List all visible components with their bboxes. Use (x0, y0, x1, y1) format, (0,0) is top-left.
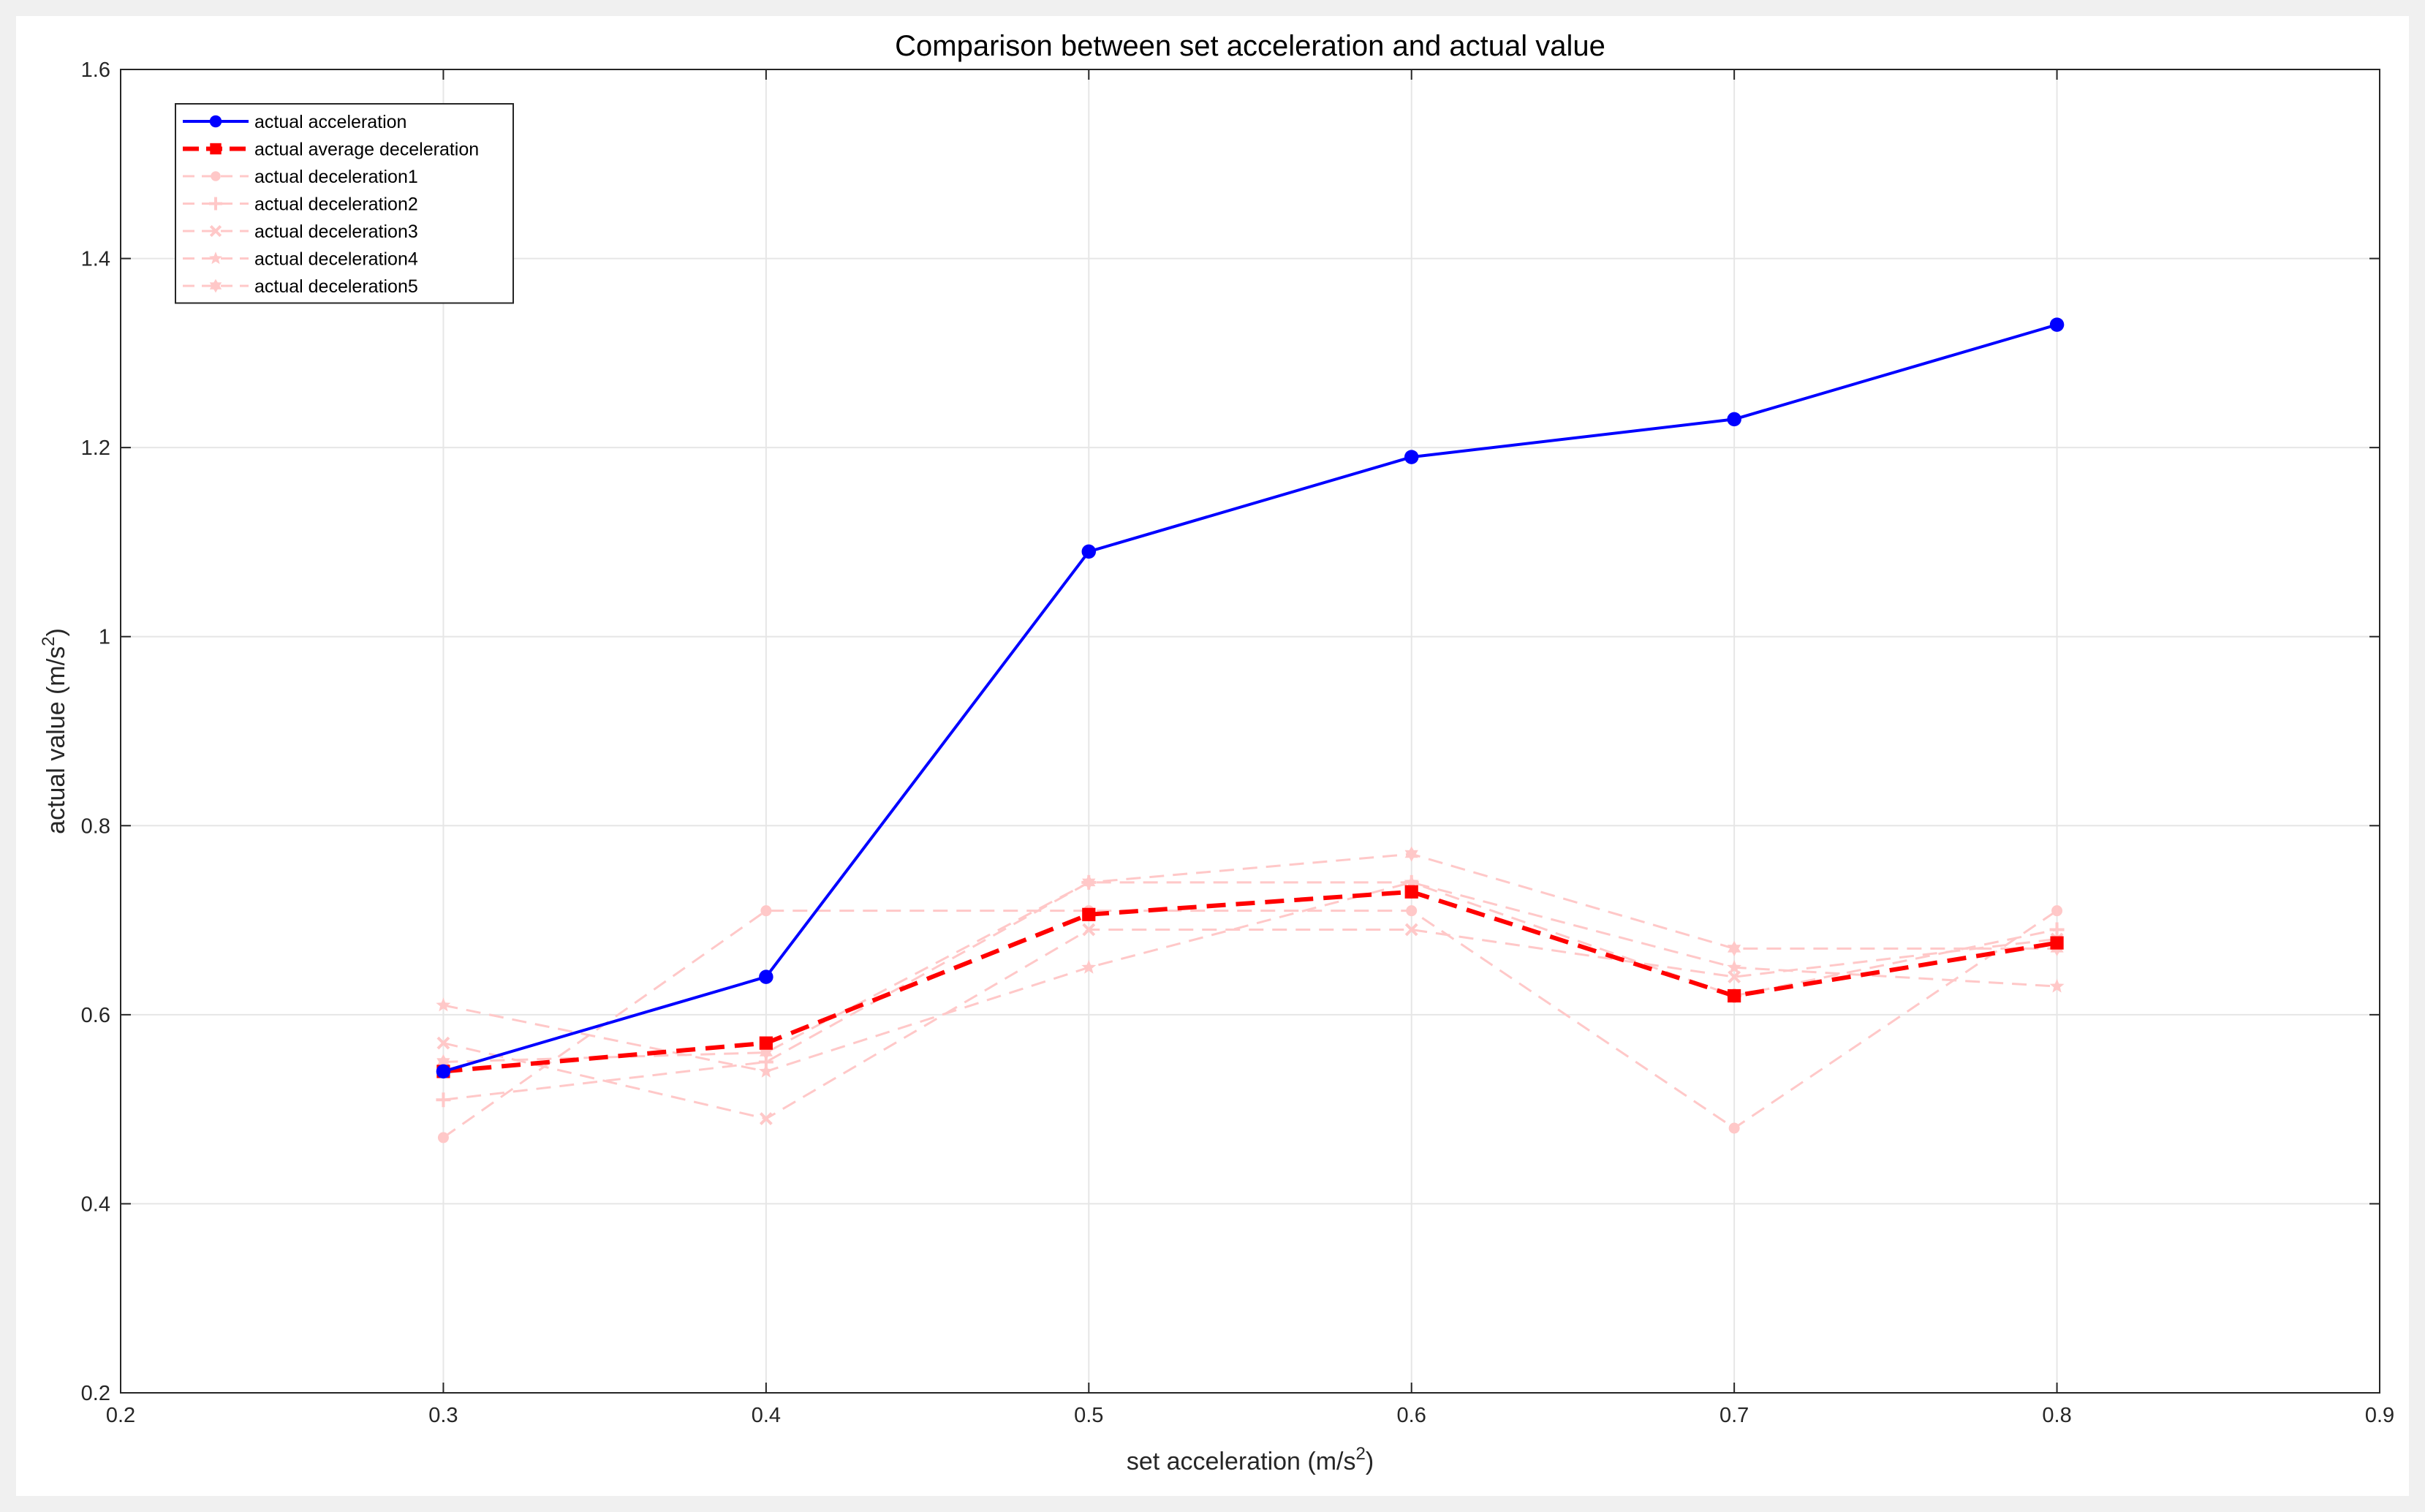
y-axis-label-sup: 2 (39, 636, 58, 646)
legend-entry: actual average deceleration (183, 140, 479, 160)
y-tick-label: 1 (99, 626, 110, 649)
data-point (759, 1045, 773, 1061)
legend-label: actual acceleration (254, 112, 406, 132)
x-axis-label: set acceleration (m/s2) (1127, 1444, 1374, 1475)
data-point (436, 1054, 450, 1070)
series-line (442, 910, 2058, 1139)
y-tick-label: 1.6 (81, 58, 110, 82)
series-line (443, 881, 2057, 1073)
data-point (1404, 846, 1418, 862)
data-point (437, 1132, 449, 1144)
data-point (1727, 412, 1741, 427)
x-tick-label: 0.2 (106, 1404, 135, 1427)
series-actual-average-deceleration (436, 885, 2064, 1078)
data-point (209, 224, 222, 238)
legend-entry: actual deceleration3 (183, 222, 418, 242)
legend-entry: actual deceleration5 (183, 276, 418, 297)
data-point (2051, 905, 2063, 917)
chart-title: Comparison between set acceleration and … (895, 30, 1605, 62)
data-point (436, 997, 451, 1012)
data-point (758, 1063, 773, 1078)
legend-label: actual deceleration3 (254, 222, 418, 242)
legend-entry: actual deceleration1 (183, 167, 418, 187)
data-point (209, 279, 222, 293)
series-actual-deceleration1 (437, 905, 2063, 1144)
x-tick-label: 0.9 (2365, 1404, 2394, 1427)
data-point (209, 115, 222, 128)
data-point (436, 1036, 450, 1050)
data-point (1728, 989, 1741, 1003)
data-point (210, 143, 222, 155)
x-tick-label: 0.7 (1720, 1404, 1749, 1427)
data-point (1404, 874, 1419, 889)
data-point (2049, 317, 2065, 332)
series-actual-acceleration (436, 317, 2065, 1079)
x-axis-label-close: ) (1366, 1448, 1374, 1475)
series-actual-deceleration4 (436, 874, 2065, 1078)
legend-label: actual deceleration1 (254, 167, 418, 187)
y-axis-label: actual value (m/s2) (39, 628, 70, 834)
legend-label: actual deceleration4 (254, 249, 418, 270)
data-point (760, 905, 772, 917)
data-point (2050, 936, 2064, 950)
legend: actual acceleration actual average decele… (175, 103, 514, 304)
y-tick-label: 1.2 (81, 436, 110, 460)
axes: 0.2 0.3 0.4 0.5 0.6 0.7 0.8 0.9 0.2 0.4 0.6 0.8 1 1.2… (81, 58, 2394, 1427)
data-point (759, 1036, 773, 1050)
y-tick-label: 0.6 (81, 1004, 110, 1027)
y-tick-label: 1.4 (81, 248, 110, 271)
x-axis-label-text: set acceleration (m/s (1127, 1448, 1356, 1475)
data-point (1406, 905, 1418, 917)
legend-entry: actual acceleration (183, 112, 406, 132)
legend-entry: actual deceleration2 (183, 194, 418, 215)
data-point (1728, 970, 1741, 984)
data-point (1728, 940, 1741, 956)
data-point (436, 1092, 451, 1108)
y-axis-label-text: actual value (m/s (42, 646, 70, 834)
data-point (1727, 959, 1742, 974)
data-point (1082, 923, 1096, 937)
data-point (211, 171, 221, 181)
x-tick-label: 0.5 (1074, 1404, 1103, 1427)
data-point (1082, 874, 1096, 891)
data-point (759, 1112, 773, 1125)
x-tick-label: 0.4 (752, 1404, 781, 1427)
x-tick-label: 0.3 (428, 1404, 458, 1427)
data-point (1082, 907, 1096, 921)
data-point (1404, 885, 1418, 899)
legend-entry: actual deceleration4 (183, 249, 418, 270)
legend-label: actual average deceleration (254, 140, 479, 160)
data-point (209, 197, 222, 211)
data-point (209, 252, 222, 265)
data-point (1081, 544, 1097, 559)
data-point (2049, 922, 2065, 937)
y-axis-label-close: ) (42, 628, 70, 636)
series-line (443, 889, 2058, 1074)
series-line (443, 853, 2057, 1063)
data-point (1081, 959, 1097, 974)
data-point (759, 969, 773, 984)
legend-label: actual deceleration2 (254, 194, 418, 215)
x-axis-label-sup: 2 (1355, 1444, 1365, 1464)
data-point (1728, 1122, 1740, 1134)
data-point (2049, 978, 2065, 993)
x-tick-label: 0.6 (1397, 1404, 1426, 1427)
data-point (436, 1064, 451, 1079)
y-tick-label: 0.8 (81, 814, 110, 838)
legend-label: actual deceleration5 (254, 276, 418, 297)
y-tick-label: 0.4 (81, 1192, 110, 1216)
series-layer (436, 317, 2065, 1144)
data-point (1404, 450, 1419, 464)
series-line (442, 323, 2058, 1073)
axes-box (120, 69, 2380, 1394)
y-tick-label: 0.2 (81, 1382, 110, 1405)
data-point (1404, 923, 1418, 937)
x-tick-label: 0.8 (2042, 1404, 2071, 1427)
